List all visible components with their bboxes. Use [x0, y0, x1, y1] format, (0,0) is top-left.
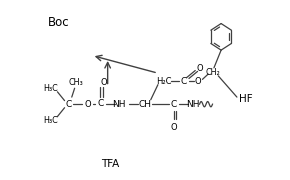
Text: O: O [100, 78, 107, 87]
Text: O: O [84, 100, 91, 109]
Text: NH: NH [113, 100, 126, 109]
Text: O: O [196, 64, 203, 73]
Text: C: C [97, 99, 104, 108]
Text: C: C [171, 100, 177, 109]
Text: C: C [181, 77, 187, 86]
Text: C: C [66, 100, 72, 109]
Text: H₂C: H₂C [156, 77, 171, 86]
Text: O: O [171, 123, 177, 132]
Text: TFA: TFA [102, 159, 120, 169]
Text: H₃C: H₃C [43, 116, 58, 125]
Text: NH: NH [186, 100, 199, 109]
Text: HF: HF [239, 94, 252, 104]
Text: O: O [195, 77, 202, 86]
Text: CH: CH [139, 100, 151, 109]
Text: CH₂: CH₂ [205, 68, 220, 77]
Text: H₃C: H₃C [43, 84, 58, 93]
Text: CH₃: CH₃ [69, 78, 84, 87]
Text: Boc: Boc [48, 16, 70, 29]
